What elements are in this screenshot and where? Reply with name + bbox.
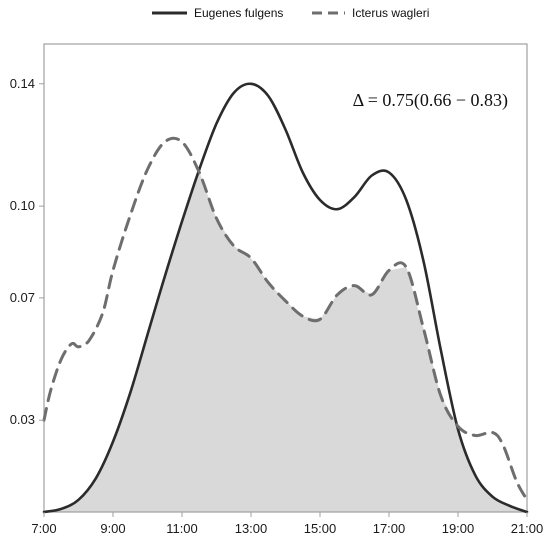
overlap-area-layer	[44, 172, 527, 512]
x-tick-label: 19:00	[442, 521, 475, 536]
x-tick-label: 9:00	[100, 521, 125, 536]
y-tick-label: 0.10	[10, 198, 35, 213]
x-tick-label: 13:00	[235, 521, 268, 536]
x-tick-label: 15:00	[304, 521, 337, 536]
legend-layer: Eugenes fulgens Icterus wagleri	[152, 6, 429, 20]
x-tick-label: 7:00	[31, 521, 56, 536]
overlap-coefficient-annotation: Δ = 0.75(0.66 − 0.83)	[353, 90, 508, 111]
legend-label-icterus-wagleri: Icterus wagleri	[352, 6, 429, 20]
x-tick-label: 17:00	[373, 521, 406, 536]
y-axis-ticks: 0.03 0.07 0.10 0.14	[10, 76, 44, 427]
overlap-area	[44, 172, 527, 512]
legend-label-eugenes-fulgens: Eugenes fulgens	[194, 6, 283, 20]
y-tick-label: 0.03	[10, 412, 35, 427]
x-axis-ticks: 7:00 9:00 11:00 13:00 15:00 17:00 19:00 21:00	[31, 512, 543, 536]
x-tick-label: 21:00	[511, 521, 544, 536]
y-tick-label: 0.07	[10, 290, 35, 305]
x-tick-label: 11:00	[166, 521, 198, 536]
y-tick-label: 0.14	[10, 76, 35, 91]
